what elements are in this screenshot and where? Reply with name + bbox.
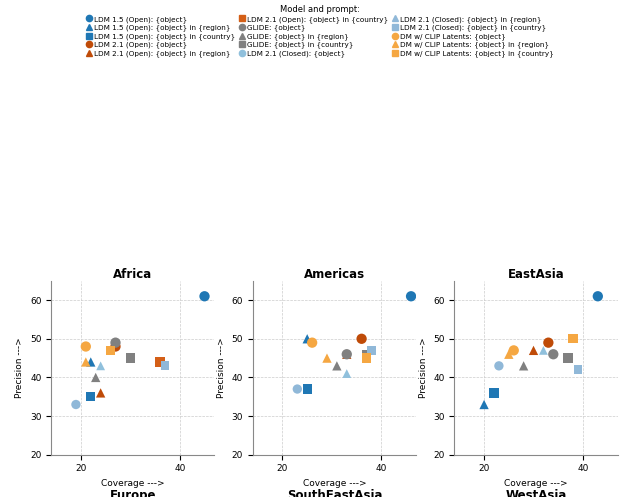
Point — [332, 362, 342, 370]
X-axis label: Coverage --->: Coverage ---> — [504, 479, 568, 488]
Title: Americas: Americas — [304, 268, 365, 281]
Point — [504, 350, 514, 358]
Title: SouthEastAsia: SouthEastAsia — [287, 489, 382, 497]
Point — [106, 346, 116, 354]
Point — [302, 385, 312, 393]
Point — [292, 385, 303, 393]
Point — [342, 350, 352, 358]
Y-axis label: Precision --->: Precision ---> — [15, 337, 24, 398]
Point — [366, 346, 376, 354]
Point — [86, 393, 96, 401]
Point — [543, 338, 554, 346]
Point — [307, 338, 317, 346]
Point — [155, 358, 165, 366]
Title: Africa: Africa — [113, 268, 152, 281]
Point — [509, 346, 519, 354]
Point — [362, 354, 372, 362]
Legend: LDM 1.5 (Open): {object}, LDM 1.5 (Open): {object} in {region}, LDM 1.5 (Open): : LDM 1.5 (Open): {object}, LDM 1.5 (Open)… — [85, 3, 555, 59]
Point — [342, 370, 352, 378]
Point — [110, 342, 120, 350]
Point — [200, 292, 210, 300]
Point — [593, 292, 603, 300]
Title: Europe: Europe — [109, 489, 156, 497]
Point — [489, 389, 499, 397]
Y-axis label: Precision --->: Precision ---> — [419, 337, 428, 398]
Point — [573, 366, 583, 374]
Point — [91, 373, 101, 381]
Point — [548, 350, 559, 358]
Title: EastAsia: EastAsia — [508, 268, 564, 281]
Point — [529, 346, 539, 354]
Point — [81, 342, 91, 350]
Point — [302, 335, 312, 343]
Point — [160, 362, 170, 370]
Point — [86, 358, 96, 366]
Point — [322, 354, 332, 362]
X-axis label: Coverage --->: Coverage ---> — [101, 479, 164, 488]
Point — [563, 354, 573, 362]
Point — [95, 389, 106, 397]
Title: WestAsia: WestAsia — [506, 489, 566, 497]
Point — [568, 335, 578, 343]
Point — [494, 362, 504, 370]
X-axis label: Coverage --->: Coverage ---> — [303, 479, 366, 488]
Point — [568, 335, 578, 343]
Point — [406, 292, 416, 300]
Point — [362, 350, 372, 358]
Point — [538, 346, 548, 354]
Point — [125, 354, 136, 362]
Point — [342, 350, 352, 358]
Y-axis label: Precision --->: Precision ---> — [217, 337, 226, 398]
Point — [479, 401, 489, 409]
Point — [81, 358, 91, 366]
Point — [110, 338, 120, 346]
Point — [71, 401, 81, 409]
Point — [362, 350, 372, 358]
Point — [518, 362, 529, 370]
Point — [95, 362, 106, 370]
Point — [356, 335, 367, 343]
